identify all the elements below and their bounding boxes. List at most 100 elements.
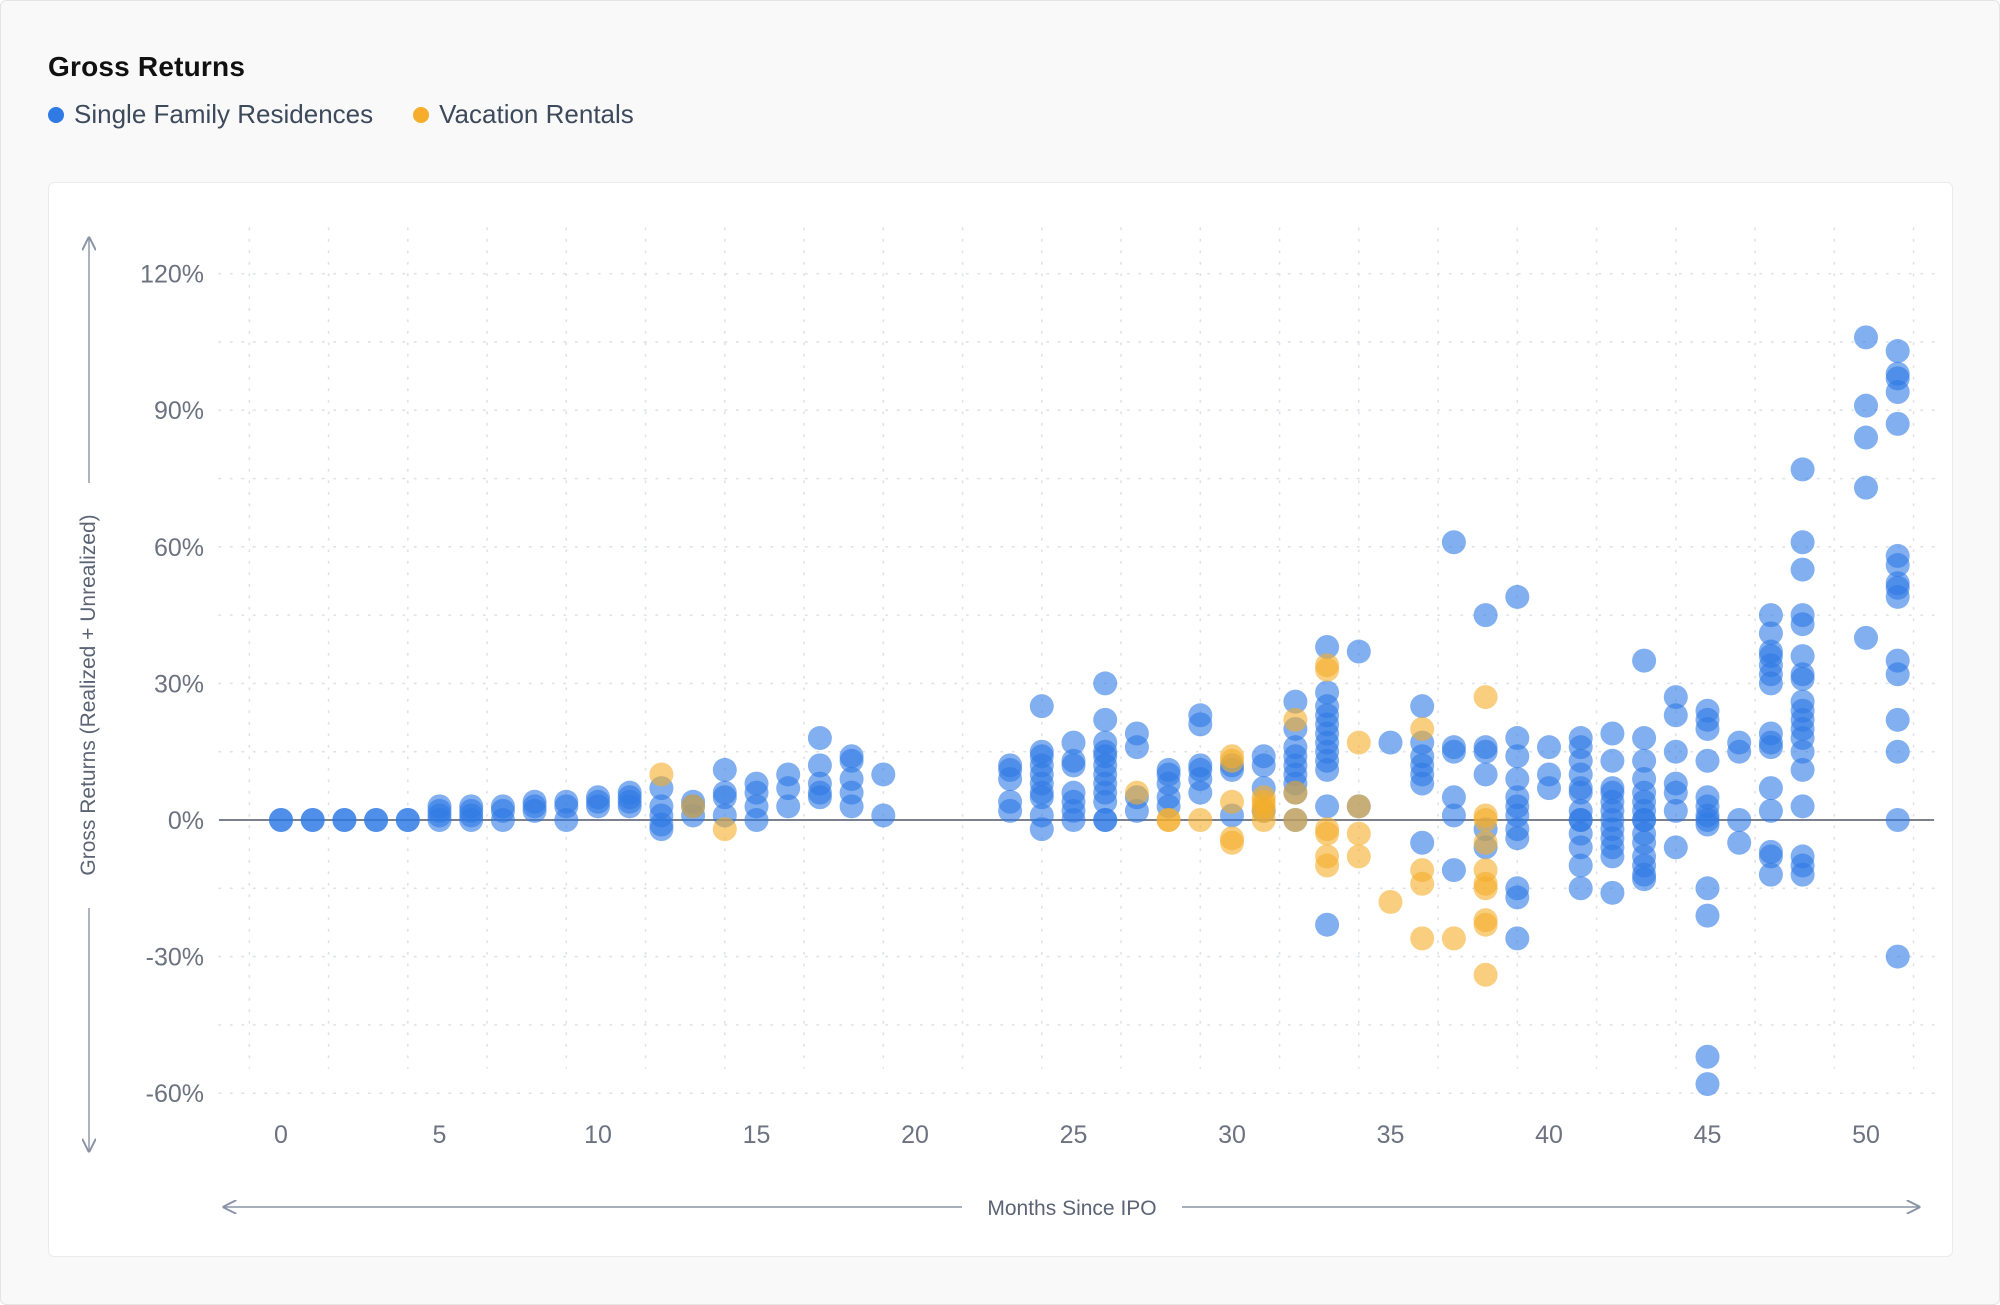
scatter-point[interactable]	[1790, 844, 1815, 869]
scatter-point[interactable]	[1758, 862, 1783, 887]
scatter-point[interactable]	[1537, 762, 1561, 787]
scatter-point[interactable]	[1600, 776, 1625, 801]
scatter-point[interactable]	[1854, 393, 1878, 418]
scatter-point[interactable]	[1441, 785, 1466, 810]
scatter-point[interactable]	[1758, 603, 1783, 628]
scatter-point[interactable]	[1790, 557, 1815, 582]
scatter-point[interactable]	[839, 767, 864, 792]
scatter-point[interactable]	[1790, 757, 1815, 782]
scatter-point[interactable]	[459, 794, 484, 819]
scatter-point[interactable]	[1790, 530, 1815, 555]
legend-item-vacation[interactable]: Vacation Rentals	[413, 99, 634, 130]
scatter-point[interactable]	[1790, 603, 1815, 628]
scatter-point[interactable]	[1156, 808, 1181, 832]
scatter-point[interactable]	[1441, 735, 1466, 760]
scatter-point[interactable]	[1885, 707, 1910, 732]
scatter-point[interactable]	[1568, 853, 1593, 878]
scatter-point[interactable]	[1885, 571, 1910, 596]
scatter-point[interactable]	[776, 794, 801, 819]
scatter-point[interactable]	[1695, 698, 1720, 723]
scatter-point[interactable]	[1124, 780, 1149, 805]
scatter-point[interactable]	[1663, 771, 1688, 796]
scatter-point[interactable]	[1695, 903, 1720, 928]
scatter-point[interactable]	[1790, 644, 1815, 669]
scatter-point[interactable]	[1093, 808, 1118, 832]
scatter-point[interactable]	[1790, 794, 1815, 819]
scatter-point[interactable]	[1029, 803, 1054, 828]
scatter-point[interactable]	[1346, 844, 1371, 869]
scatter-point[interactable]	[1885, 648, 1910, 673]
scatter-point[interactable]	[586, 794, 610, 819]
scatter-point[interactable]	[871, 803, 896, 828]
scatter-point[interactable]	[1695, 1044, 1720, 1069]
scatter-point[interactable]	[1061, 730, 1086, 755]
scatter-point[interactable]	[1758, 621, 1783, 646]
scatter-point[interactable]	[1315, 794, 1340, 819]
scatter-point[interactable]	[1283, 780, 1308, 805]
scatter-point[interactable]	[1251, 785, 1276, 810]
scatter-point[interactable]	[712, 757, 737, 782]
scatter-point[interactable]	[1568, 726, 1593, 751]
legend-item-sfr[interactable]: Single Family Residences	[48, 99, 373, 130]
scatter-point[interactable]	[1473, 803, 1498, 828]
scatter-point[interactable]	[1346, 821, 1371, 846]
scatter-point[interactable]	[1441, 926, 1466, 951]
scatter-point[interactable]	[1410, 694, 1435, 719]
scatter-point[interactable]	[1315, 653, 1340, 678]
scatter-point[interactable]	[1695, 785, 1720, 810]
scatter-point[interactable]	[1885, 739, 1910, 764]
scatter-point[interactable]	[1061, 748, 1086, 773]
scatter-point[interactable]	[1600, 721, 1625, 746]
scatter-point[interactable]	[1188, 703, 1213, 728]
scatter-point[interactable]	[1124, 721, 1149, 746]
scatter-point[interactable]	[1885, 543, 1910, 568]
scatter-point[interactable]	[681, 794, 706, 819]
scatter-point[interactable]	[1473, 858, 1498, 883]
scatter-point[interactable]	[1568, 798, 1593, 823]
scatter-point[interactable]	[998, 789, 1023, 814]
scatter-point[interactable]	[1505, 876, 1530, 901]
scatter-point[interactable]	[1315, 844, 1340, 869]
scatter-point[interactable]	[332, 808, 357, 832]
scatter-point[interactable]	[1283, 735, 1308, 760]
scatter-point[interactable]	[1473, 735, 1498, 760]
scatter-point[interactable]	[1758, 721, 1783, 746]
scatter-point[interactable]	[839, 744, 864, 769]
scatter-point[interactable]	[1854, 625, 1878, 650]
scatter-point[interactable]	[1632, 648, 1657, 673]
scatter-point[interactable]	[1315, 634, 1340, 659]
scatter-point[interactable]	[1220, 789, 1244, 814]
scatter-point[interactable]	[1505, 584, 1530, 609]
scatter-point[interactable]	[1885, 339, 1910, 364]
scatter-point[interactable]	[1632, 726, 1657, 751]
scatter-point[interactable]	[1663, 798, 1688, 823]
scatter-point[interactable]	[776, 762, 801, 787]
scatter-point[interactable]	[1854, 325, 1878, 350]
scatter-point[interactable]	[1283, 689, 1308, 714]
scatter-point[interactable]	[1885, 808, 1910, 832]
scatter-point[interactable]	[1790, 457, 1815, 482]
scatter-point[interactable]	[1695, 1072, 1720, 1097]
scatter-point[interactable]	[1854, 475, 1878, 500]
scatter-point[interactable]	[1220, 744, 1244, 769]
scatter-point[interactable]	[712, 780, 737, 805]
scatter-point[interactable]	[1790, 662, 1815, 687]
scatter-point[interactable]	[1283, 707, 1308, 732]
scatter-point[interactable]	[1093, 671, 1118, 696]
scatter-point[interactable]	[522, 789, 547, 814]
scatter-point[interactable]	[1188, 808, 1213, 832]
scatter-point[interactable]	[1093, 730, 1118, 755]
scatter-point[interactable]	[1663, 739, 1688, 764]
scatter-point[interactable]	[1663, 835, 1688, 860]
scatter-point[interactable]	[1727, 730, 1752, 755]
scatter-point[interactable]	[649, 817, 674, 842]
scatter-point[interactable]	[395, 808, 420, 832]
scatter-point[interactable]	[1663, 685, 1688, 710]
scatter-point[interactable]	[1441, 858, 1466, 883]
scatter-point[interactable]	[1315, 817, 1340, 842]
scatter-point[interactable]	[1346, 794, 1371, 819]
scatter-point[interactable]	[1600, 880, 1625, 905]
scatter-point[interactable]	[1505, 744, 1530, 769]
scatter-point[interactable]	[1505, 726, 1530, 751]
scatter-point[interactable]	[1758, 839, 1783, 864]
